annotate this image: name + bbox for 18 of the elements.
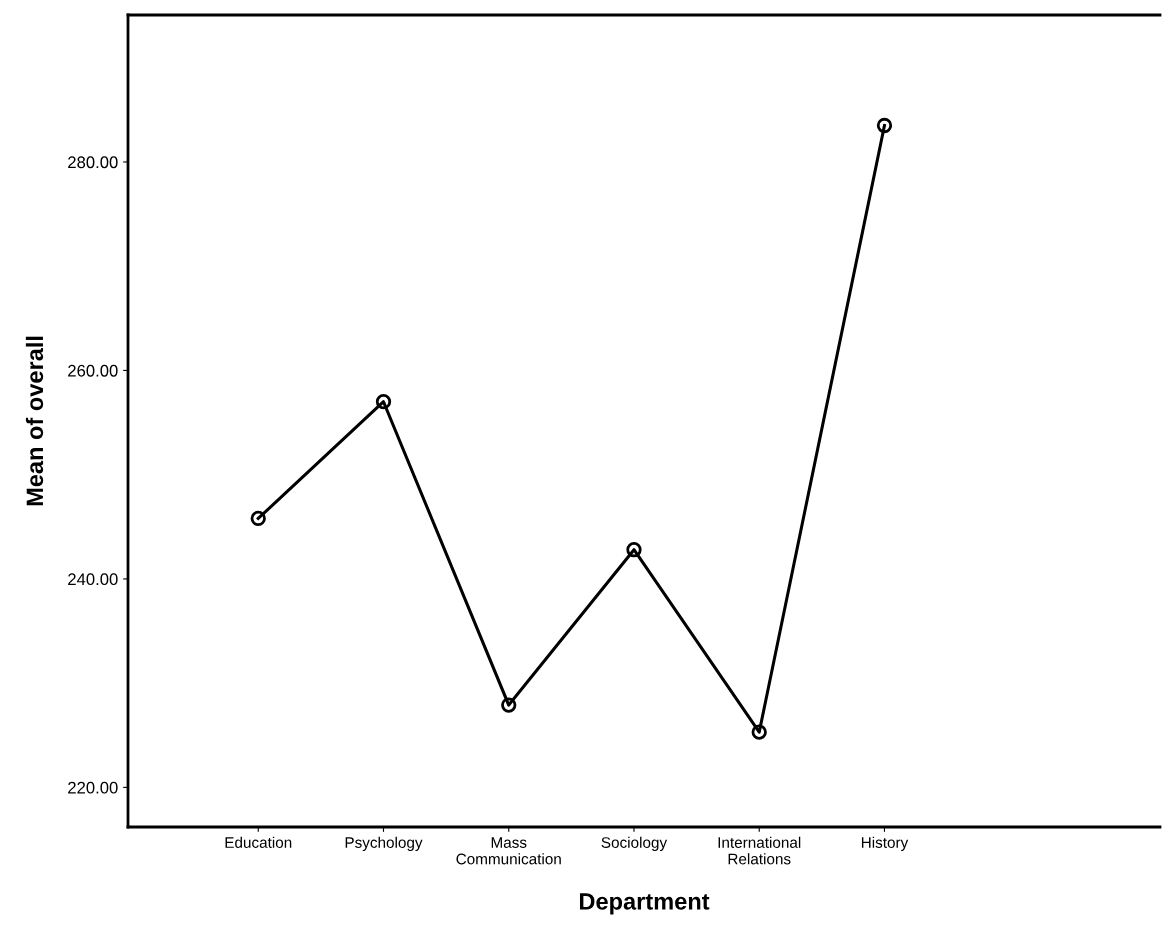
y-tick-label: 280.00 [68, 156, 118, 169]
y-tick-label: 220.00 [68, 781, 118, 794]
x-tick-label: Psychology [345, 836, 423, 851]
x-axis-title: Department [579, 893, 710, 915]
x-tick-label: Sociology [601, 836, 668, 851]
x-tick-label: International Relations [718, 836, 801, 865]
x-tick-label: Mass Communication [456, 837, 561, 865]
point [375, 394, 392, 410]
y-tick-label: 240.00 [68, 573, 118, 586]
point [626, 542, 642, 558]
point [501, 697, 517, 713]
y-axis-title: Mean of overall [25, 336, 44, 506]
x-tick-label: History [861, 836, 909, 851]
point [751, 724, 767, 740]
x-tick-label: Education [225, 836, 292, 848]
y-tick-label: 260.00 [68, 364, 118, 377]
point [876, 117, 893, 134]
point [250, 510, 266, 527]
